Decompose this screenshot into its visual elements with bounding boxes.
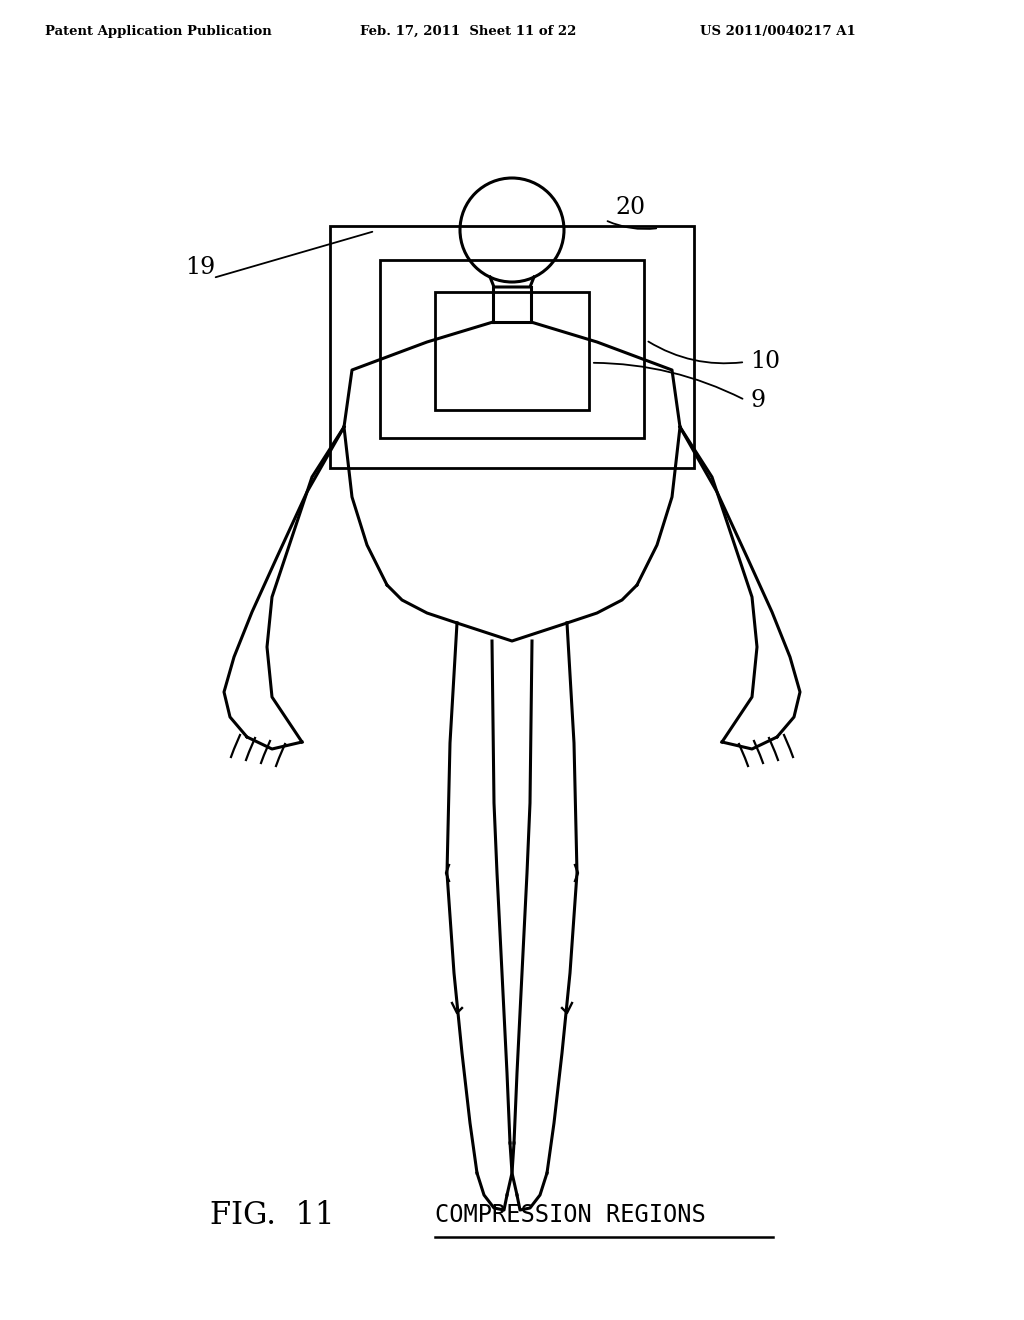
Text: Patent Application Publication: Patent Application Publication: [45, 25, 271, 38]
Text: 9: 9: [750, 388, 765, 412]
Bar: [380, 260, 644, 438]
Text: 20: 20: [615, 197, 645, 219]
Text: 10: 10: [750, 351, 780, 374]
Text: Feb. 17, 2011  Sheet 11 of 22: Feb. 17, 2011 Sheet 11 of 22: [360, 25, 577, 38]
Bar: [330, 226, 694, 469]
Text: COMPRESSION REGIONS: COMPRESSION REGIONS: [435, 1203, 706, 1228]
Text: US 2011/0040217 A1: US 2011/0040217 A1: [700, 25, 856, 38]
Text: FIG.  11: FIG. 11: [210, 1200, 335, 1230]
Bar: [435, 292, 589, 411]
Text: 19: 19: [185, 256, 215, 280]
